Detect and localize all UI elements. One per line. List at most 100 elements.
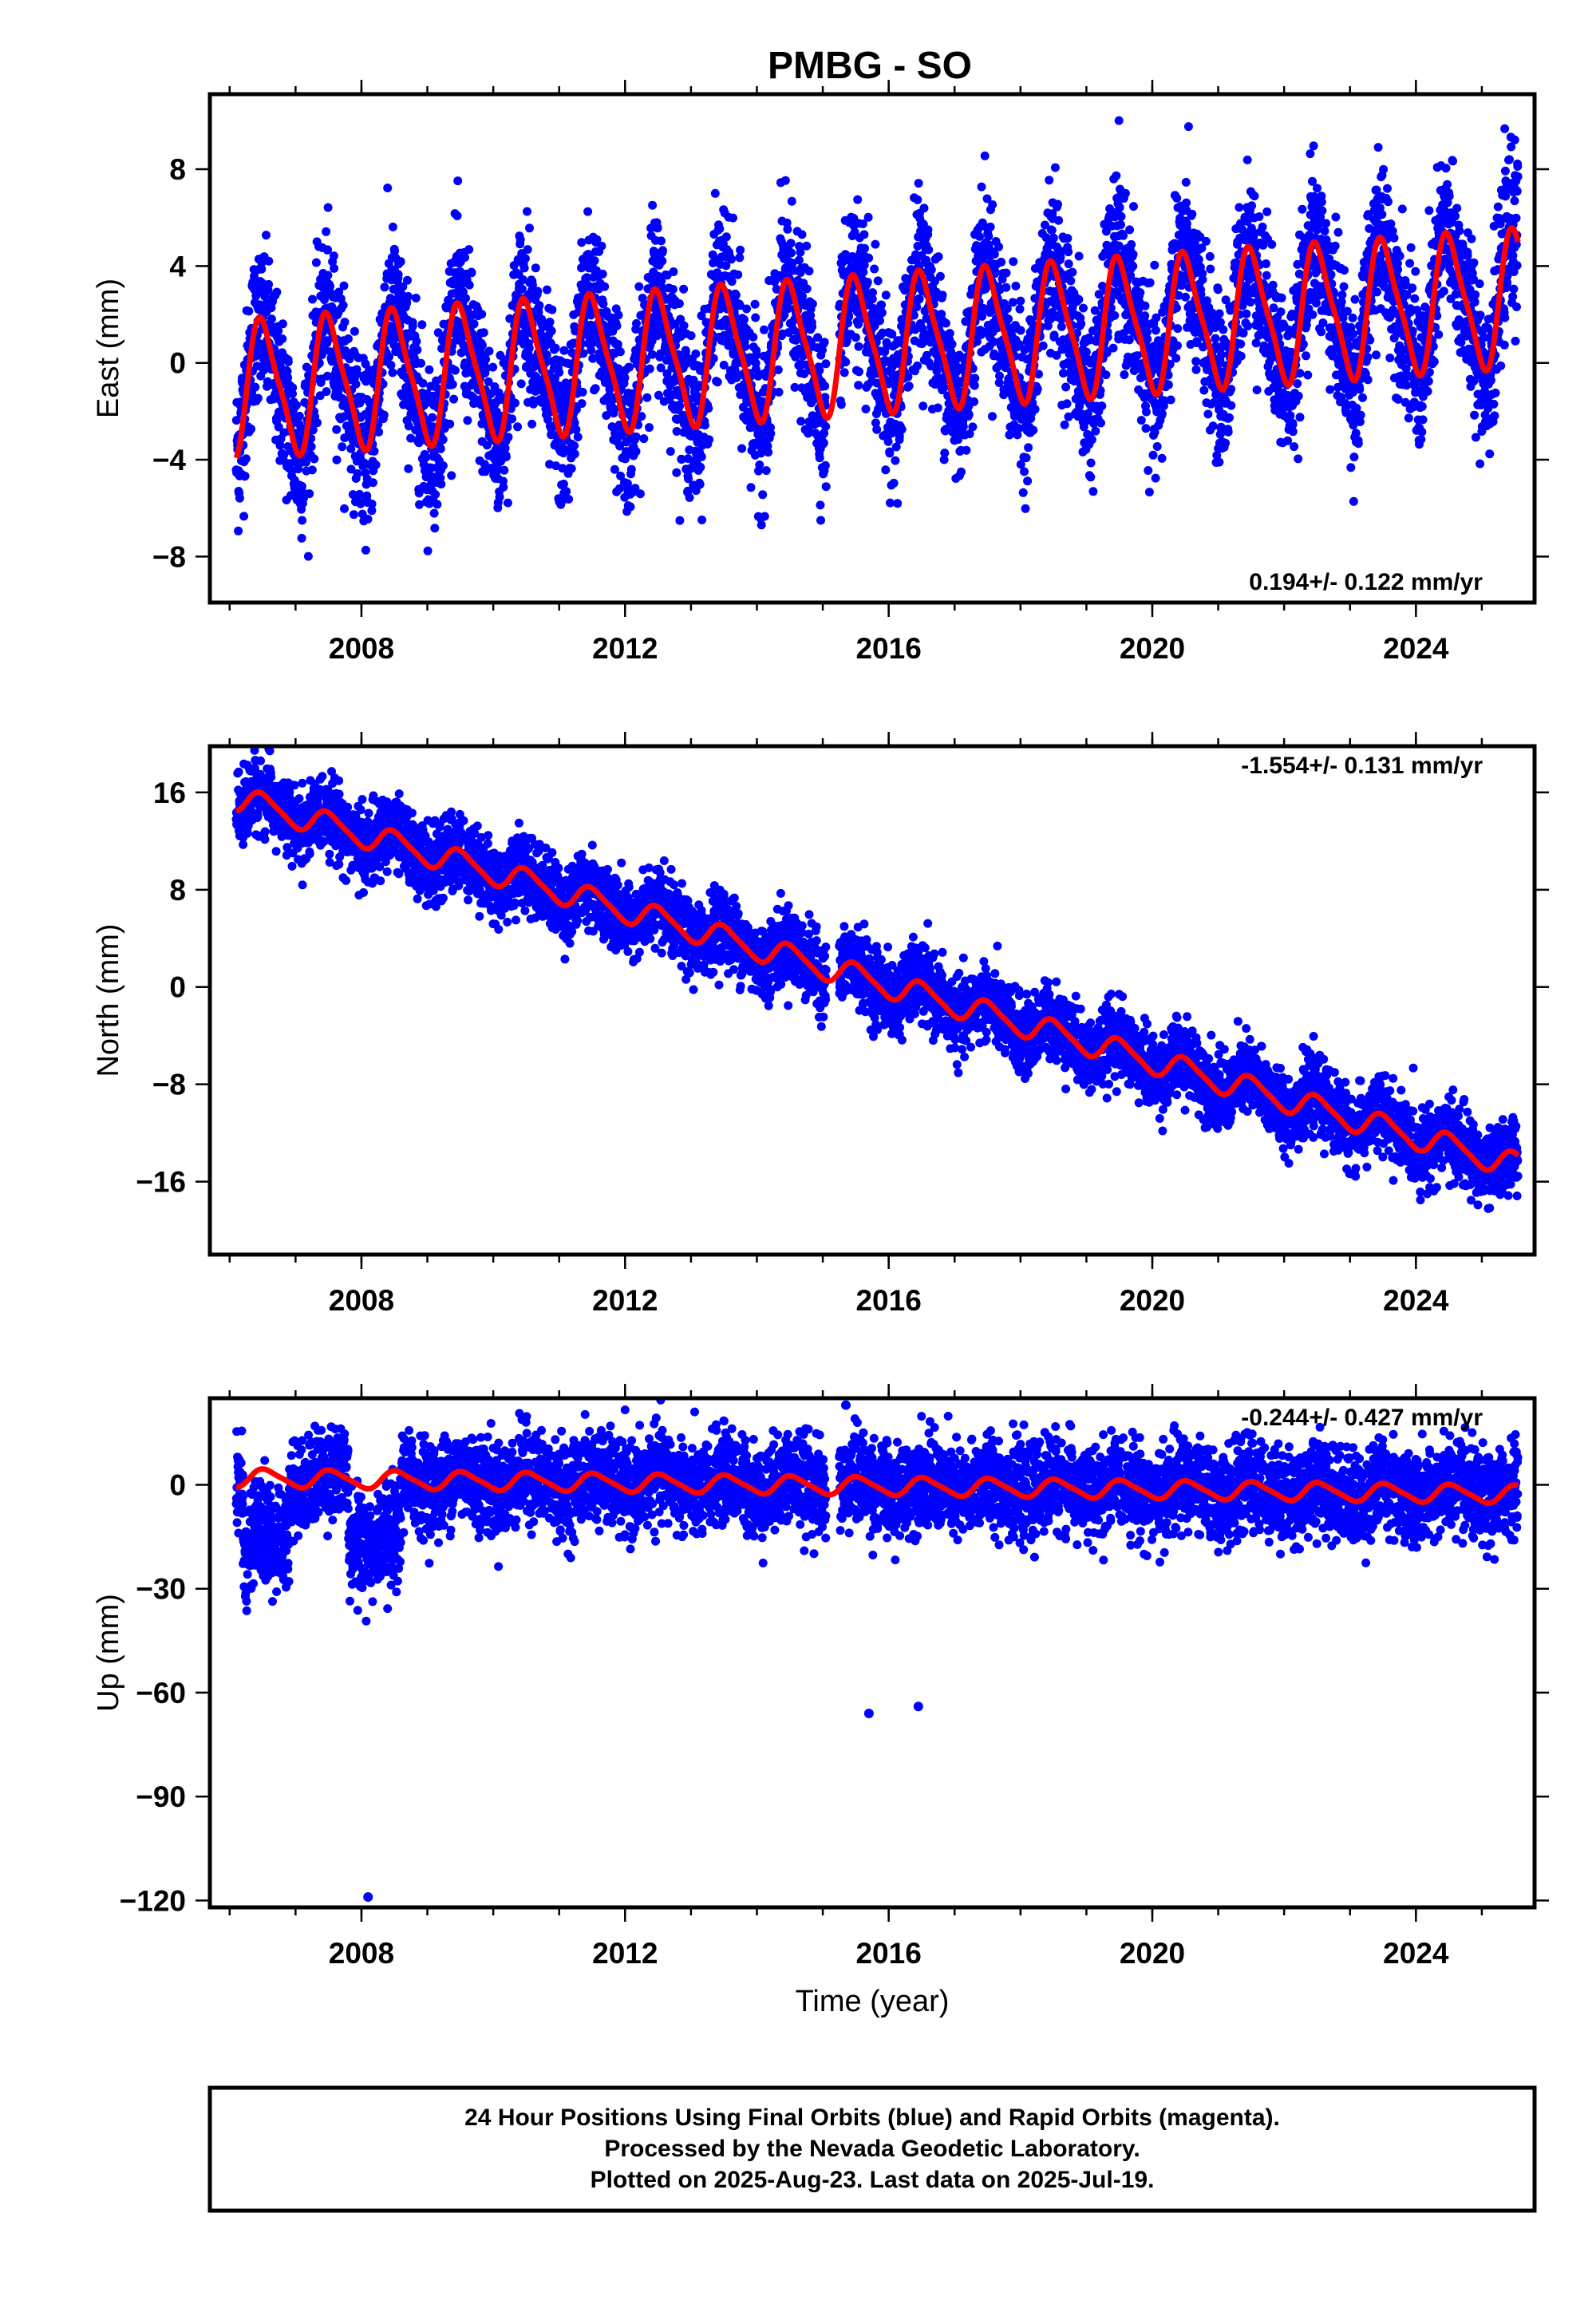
data-point [297, 481, 306, 491]
data-point [326, 282, 334, 291]
data-point [821, 482, 831, 492]
data-point [1079, 303, 1088, 313]
data-point [547, 326, 556, 336]
data-point [1110, 310, 1120, 320]
data-point [1057, 322, 1066, 331]
data-point [488, 362, 498, 372]
data-point [1247, 201, 1257, 211]
data-point [356, 499, 365, 508]
data-point [816, 516, 825, 525]
data-point [669, 267, 678, 276]
data-point [658, 246, 667, 255]
data-point [749, 332, 758, 342]
data-point [1213, 285, 1223, 294]
data-point [294, 464, 303, 474]
data-point [500, 444, 510, 453]
data-point [385, 352, 393, 362]
data-point [298, 516, 307, 525]
data-point [674, 299, 684, 308]
data-point [1116, 220, 1125, 229]
data-point [860, 243, 869, 253]
data-point [1009, 257, 1018, 267]
east-daily-positions [231, 116, 1523, 561]
data-point [598, 269, 607, 279]
data-point [697, 516, 707, 524]
data-point [531, 386, 540, 396]
data-point [445, 419, 455, 429]
data-point [1151, 326, 1160, 335]
data-point [713, 377, 722, 387]
data-point [369, 446, 379, 456]
data-point [499, 482, 508, 492]
data-point [1219, 325, 1228, 334]
data-point [918, 401, 928, 411]
data-point [1208, 421, 1218, 431]
data-point [390, 247, 399, 256]
data-point [1254, 212, 1264, 221]
data-point [537, 314, 547, 324]
data-point [642, 393, 652, 402]
data-point [1250, 192, 1259, 201]
data-point [808, 299, 817, 309]
data-point [539, 389, 549, 399]
data-point [1221, 438, 1231, 448]
data-point [1018, 488, 1028, 497]
data-point [1086, 472, 1096, 482]
data-point [486, 389, 496, 398]
data-point [1008, 298, 1017, 307]
data-point [240, 472, 250, 480]
data-point [496, 350, 505, 360]
data-point [1252, 385, 1262, 395]
data-point [1182, 219, 1191, 228]
data-point [311, 258, 321, 267]
data-point [1262, 207, 1272, 216]
data-point [904, 381, 914, 391]
data-point [797, 230, 807, 239]
data-point [957, 467, 966, 476]
data-point [1097, 401, 1107, 411]
data-point [796, 247, 805, 257]
data-point [935, 271, 945, 281]
data-point [1235, 203, 1244, 212]
data-point [796, 417, 806, 426]
data-point [511, 398, 519, 408]
data-point [1030, 405, 1040, 414]
data-point [355, 489, 365, 499]
data-point [1045, 176, 1054, 185]
data-point [794, 255, 804, 265]
data-point [676, 314, 685, 324]
data-point [729, 213, 737, 223]
data-point [657, 276, 666, 286]
data-point [615, 441, 625, 451]
data-point [1225, 413, 1234, 422]
data-point [349, 510, 358, 520]
data-point [677, 455, 686, 464]
data-point [755, 460, 764, 469]
data-point [816, 500, 825, 510]
data-point [578, 387, 587, 397]
data-point [274, 422, 283, 432]
data-point [648, 200, 658, 210]
data-point [404, 421, 413, 431]
data-point [479, 328, 488, 338]
data-point [278, 319, 287, 329]
data-point [338, 301, 348, 310]
data-point [388, 368, 397, 377]
data-point [610, 464, 619, 474]
data-point [262, 231, 271, 240]
data-point [1064, 247, 1073, 257]
data-point [654, 390, 663, 400]
data-point [305, 489, 314, 499]
data-point [417, 358, 425, 368]
data-point [332, 455, 342, 464]
data-point [307, 465, 317, 475]
data-point [570, 449, 579, 459]
data-point [1077, 319, 1086, 329]
data-point [291, 401, 301, 410]
data-point [704, 404, 713, 413]
data-point [940, 449, 950, 458]
data-point [1038, 341, 1048, 350]
data-point [339, 412, 349, 421]
data-point [1120, 188, 1130, 198]
data-point [283, 373, 293, 382]
